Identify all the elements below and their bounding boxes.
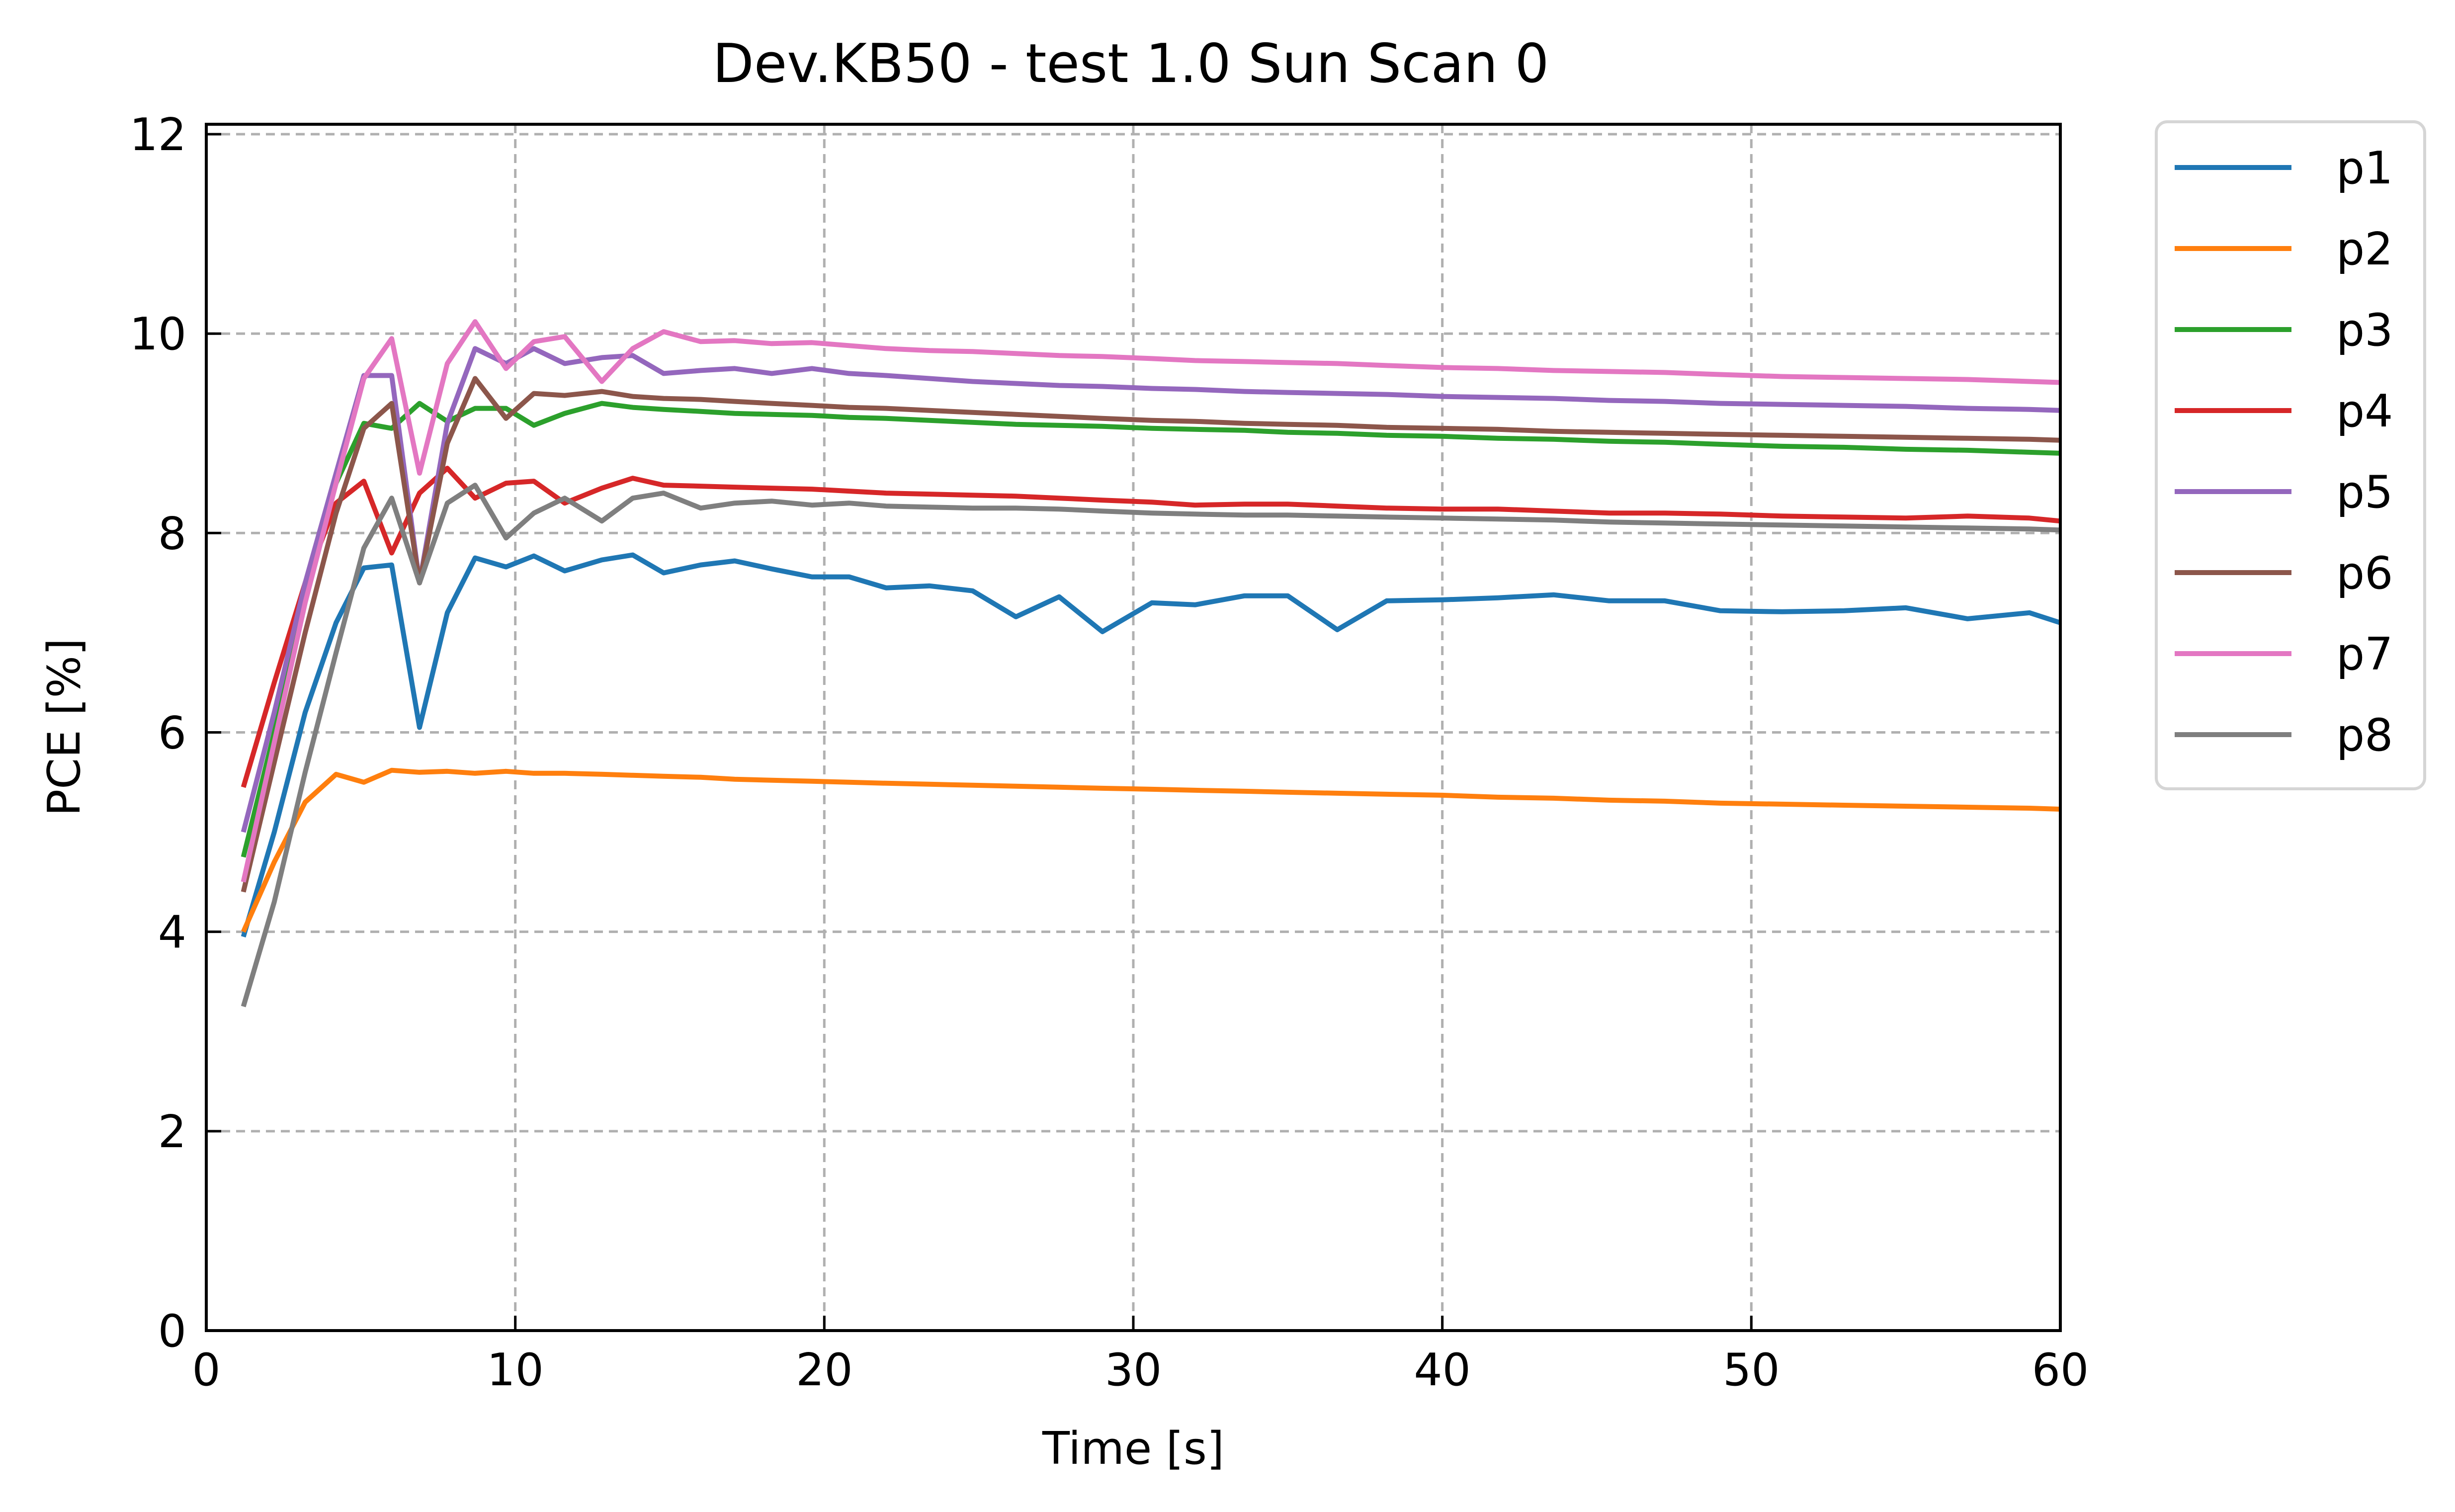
legend-label-p6: p6 (2336, 547, 2393, 599)
legend-label-p1: p1 (2336, 142, 2393, 194)
chart-title: Dev.KB50 - test 1.0 Sun Scan 0 (713, 33, 1549, 95)
y-tick-label: 0 (158, 1305, 186, 1357)
y-axis-label: PCE [%] (38, 638, 90, 816)
axis-ticks: 0 10 20 30 40 50 60 0 2 4 6 8 10 12 (129, 109, 2089, 1396)
legend-box (2155, 120, 2426, 790)
y-tick-label: 2 (158, 1106, 186, 1158)
y-tick-label: 8 (158, 507, 186, 560)
legend-label-p4: p4 (2336, 385, 2393, 437)
y-tick-label: 6 (158, 707, 186, 759)
y-tick-label: 12 (129, 109, 186, 161)
legend-label-p3: p3 (2336, 304, 2393, 356)
legend-label-p7: p7 (2336, 628, 2393, 680)
x-tick-label: 50 (1723, 1344, 1780, 1396)
series-line-p2 (241, 767, 2061, 933)
legend-label-p5: p5 (2336, 466, 2393, 518)
series-line-p6 (241, 376, 2061, 893)
series-line-p5 (241, 346, 2061, 833)
series-line-p1 (241, 552, 2061, 938)
series-line-p8 (241, 483, 2061, 1008)
x-tick-label: 10 (487, 1344, 544, 1396)
x-tick-label: 40 (1414, 1344, 1471, 1396)
series-line-p4 (241, 466, 2061, 788)
x-tick-label: 60 (2032, 1344, 2089, 1396)
x-axis-label: Time [s] (1042, 1423, 1224, 1475)
grid (205, 124, 2062, 1332)
legend-label-p2: p2 (2336, 223, 2393, 275)
x-tick-label: 0 (192, 1344, 220, 1396)
series-line-p3 (241, 401, 2061, 858)
legend-label-p8: p8 (2336, 709, 2393, 761)
y-tick-label: 10 (129, 308, 186, 360)
series-lines (241, 319, 2061, 1008)
x-tick-label: 30 (1105, 1344, 1162, 1396)
y-tick-label: 4 (158, 907, 186, 959)
x-tick-label: 20 (796, 1344, 853, 1396)
series-line-p7 (241, 319, 2061, 883)
legend: p1 p2 p3 p4 p5 p6 p7 p8 (2155, 120, 2426, 790)
